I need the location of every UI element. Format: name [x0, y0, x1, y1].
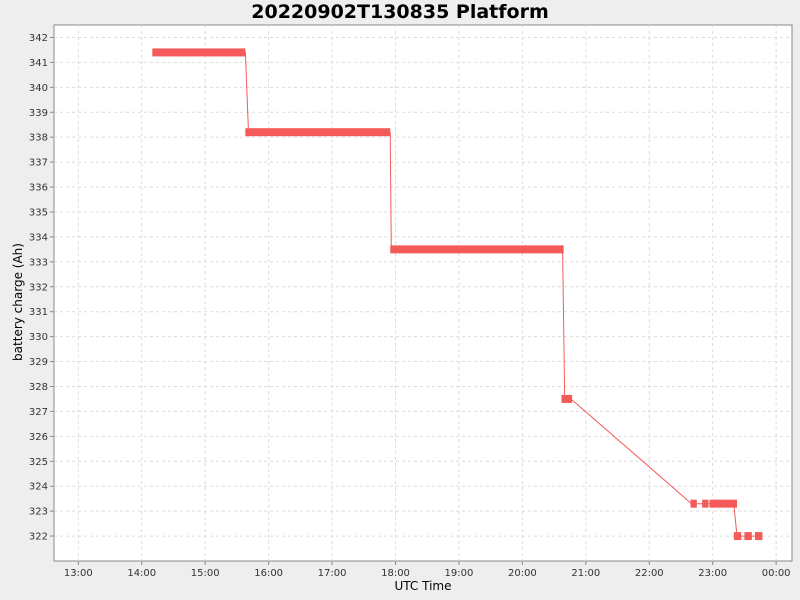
x-tick-label: 22:00: [635, 568, 664, 579]
x-tick-label: 21:00: [571, 568, 600, 579]
data-segment: [245, 128, 391, 137]
y-tick-label: 322: [29, 532, 48, 543]
y-tick-label: 325: [29, 457, 48, 468]
plot-area: [53, 24, 793, 562]
y-tick-label: 341: [29, 58, 48, 69]
y-tick-label: 338: [29, 133, 48, 144]
y-tick-label: 331: [29, 307, 48, 318]
y-tick-label: 328: [29, 382, 48, 393]
y-tick-label: 333: [29, 257, 48, 268]
x-tick-label: 20:00: [508, 568, 537, 579]
y-tick-label: 330: [29, 332, 48, 343]
grid: [54, 25, 792, 561]
x-tick-label: 00:00: [762, 568, 791, 579]
y-tick-label: 329: [29, 357, 48, 368]
axes: 322 323 324 325 326 327 328 329 330 331 332 333 334 3…: [29, 33, 791, 579]
x-tick-label: 14:00: [127, 568, 156, 579]
chart-title: 20220902T130835 Platform: [251, 1, 549, 23]
data-segment: [744, 532, 752, 541]
y-tick-label: 332: [29, 282, 48, 293]
x-tick-label: 16:00: [254, 568, 283, 579]
x-tick-label: 18:00: [381, 568, 410, 579]
data-segment: [702, 499, 709, 508]
y-tick-label: 340: [29, 83, 48, 94]
y-tick-label: 324: [29, 482, 48, 493]
y-tick-label: 323: [29, 507, 48, 518]
y-tick-label: 337: [29, 158, 48, 169]
data-segment: [690, 499, 697, 508]
y-tick-label: 339: [29, 108, 48, 119]
y-axis-label: battery charge (Ah): [11, 243, 25, 361]
x-tick-label: 23:00: [698, 568, 727, 579]
x-axis-label: UTC Time: [395, 579, 452, 593]
y-tick-label: 336: [29, 183, 48, 194]
data-segment: [561, 394, 573, 403]
data-segment: [754, 532, 763, 541]
y-tick-label: 327: [29, 407, 48, 418]
data-segment: [152, 48, 246, 57]
y-tick-label: 326: [29, 432, 48, 443]
y-tick-label: 342: [29, 33, 48, 44]
x-tick-label: 13:00: [64, 568, 93, 579]
data-segment: [390, 245, 564, 254]
x-tick-label: 17:00: [318, 568, 347, 579]
y-tick-label: 334: [29, 232, 48, 243]
x-tick-label: 19:00: [445, 568, 474, 579]
series: [152, 48, 763, 541]
data-segment: [709, 499, 738, 508]
data-segment: [733, 532, 742, 541]
x-tick-label: 15:00: [191, 568, 220, 579]
y-tick-label: 335: [29, 207, 48, 218]
